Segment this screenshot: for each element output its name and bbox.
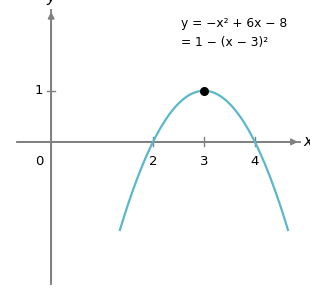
Text: x: x [303, 134, 310, 149]
Text: 1: 1 [35, 84, 43, 97]
Text: 3: 3 [200, 155, 208, 168]
Text: 2: 2 [149, 155, 157, 168]
Text: 4: 4 [251, 155, 259, 168]
Text: y: y [46, 0, 56, 5]
Text: 0: 0 [35, 155, 43, 168]
Text: y = −x² + 6x − 8
= 1 − (x − 3)²: y = −x² + 6x − 8 = 1 − (x − 3)² [181, 17, 287, 49]
